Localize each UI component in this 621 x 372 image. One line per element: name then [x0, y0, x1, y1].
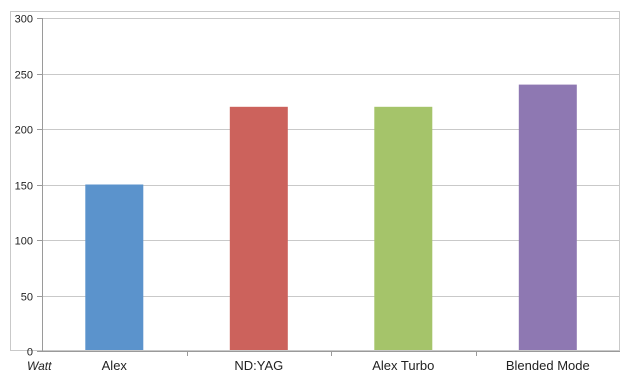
bar-nd-yag [229, 106, 288, 351]
y-tick-label: 50 [21, 292, 33, 304]
x-unit-label: Watt [27, 359, 52, 372]
y-tick-label: 200 [15, 125, 33, 137]
bar-alex-turbo [374, 106, 433, 351]
plot-frame [10, 11, 620, 351]
x-tick-label: Alex Turbo [372, 358, 434, 372]
y-tick-label: 100 [15, 236, 33, 248]
y-tick-labels: 0 50 100 150 200 250 300 [15, 14, 33, 359]
x-tick-labels: Alex ND:YAG Alex Turbo Blended Mode [102, 358, 590, 372]
y-tick-label: 0 [27, 347, 33, 359]
x-tick-label: Alex [102, 358, 128, 372]
y-tick-label: 150 [15, 181, 33, 193]
x-tick-label: ND:YAG [234, 358, 283, 372]
bars [85, 84, 577, 351]
y-tick-label: 300 [15, 14, 33, 26]
axes [10, 11, 620, 356]
bar-alex [85, 184, 144, 351]
x-tick-label: Blended Mode [506, 358, 590, 372]
y-tick-label: 250 [15, 70, 33, 82]
bar-blended-mode [518, 84, 577, 351]
